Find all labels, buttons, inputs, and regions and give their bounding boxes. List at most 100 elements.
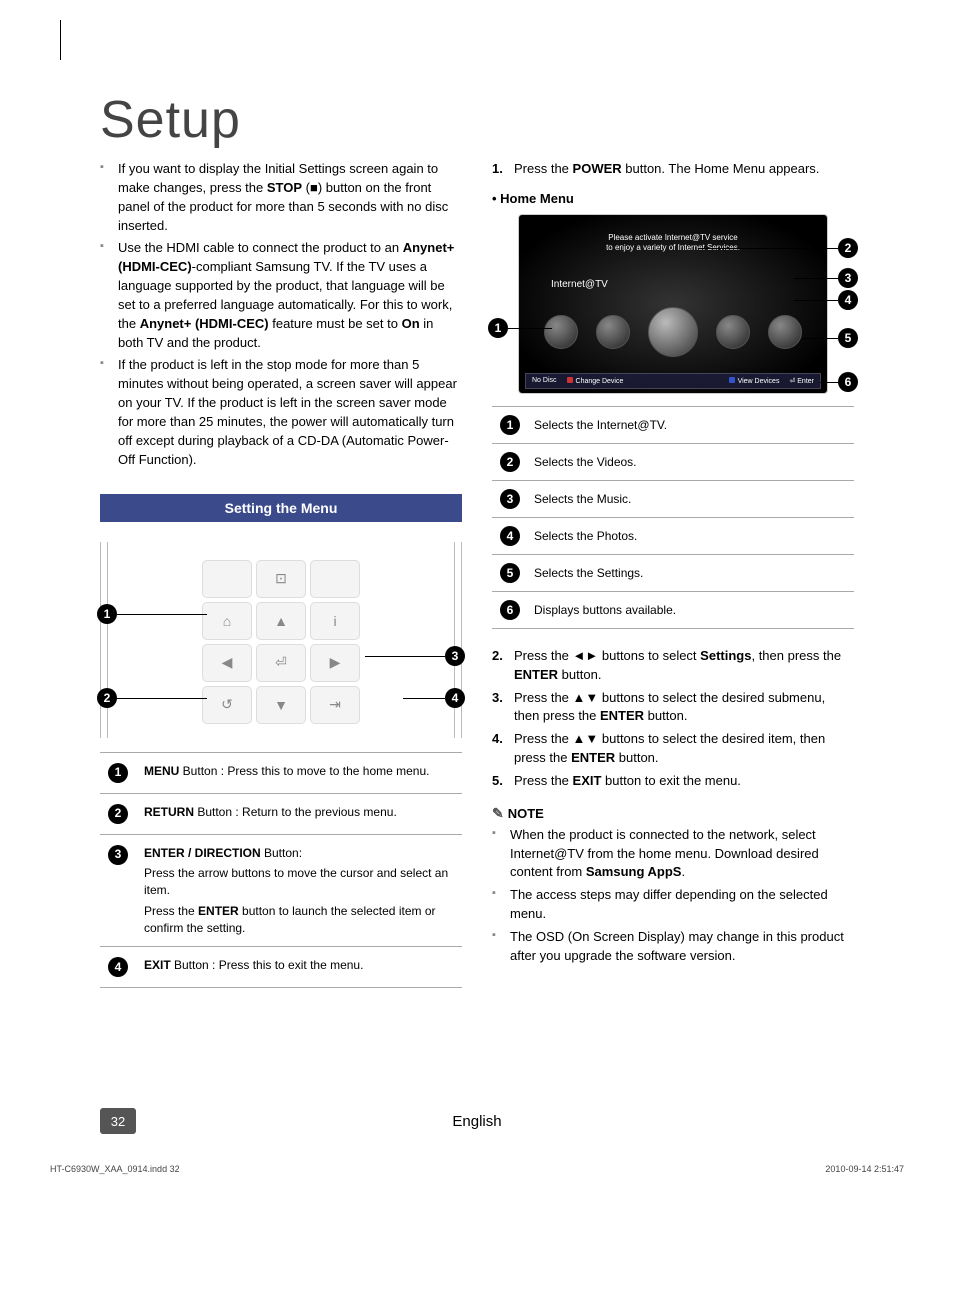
text: buttons to select	[598, 648, 700, 663]
row-desc: ENTER / DIRECTION Button: Press the arro…	[136, 834, 462, 947]
callout-2: 2	[108, 804, 128, 824]
tv-icon-photos	[716, 315, 750, 349]
table-row: 1Selects the Internet@TV.	[492, 406, 854, 443]
enter-dir-label: ENTER / DIRECTION	[144, 846, 261, 860]
table-row: 6Displays buttons available.	[492, 591, 854, 628]
remote-btn-blank	[310, 560, 360, 598]
text: feature must be set to	[269, 316, 402, 331]
tv-internet-label: Internet@TV	[551, 279, 608, 290]
text: The OSD (On Screen Display) may change i…	[510, 929, 844, 963]
ud-arrows: ▲▼	[573, 731, 599, 746]
tv-icon-internet	[544, 315, 578, 349]
row-desc: RETURN Button : Return to the previous m…	[136, 793, 462, 834]
bullet-2: Use the HDMI cable to connect the produc…	[118, 239, 462, 352]
steps-bottom: Press the ◄► buttons to select Settings,…	[492, 647, 854, 791]
callout-line	[802, 338, 838, 339]
callout-line	[820, 382, 838, 383]
callout-4: 4	[108, 957, 128, 977]
remote-button-table: 1 MENU Button : Press this to move to th…	[100, 752, 462, 989]
remote-btn-return: ↺	[202, 686, 252, 724]
text: , then press the	[751, 648, 841, 663]
bullet-3: If the product is left in the stop mode …	[118, 356, 462, 469]
home-menu-label: • Home Menu	[492, 191, 854, 206]
callout-line	[403, 698, 445, 699]
text: button.	[615, 750, 658, 765]
diagram-inner-line	[107, 542, 108, 738]
on-label: On	[402, 316, 420, 331]
callout-line	[698, 248, 838, 249]
remote-btn-info: i	[310, 602, 360, 640]
remote-btn-right: ▶	[310, 644, 360, 682]
exit-label: EXIT	[144, 958, 171, 972]
menu-table: 1Selects the Internet@TV. 2Selects the V…	[492, 406, 854, 629]
return-label: RETURN	[144, 805, 194, 819]
callout-1: 1	[97, 604, 117, 624]
text: Change Device	[576, 378, 624, 385]
step-5: Press the EXIT button to exit the menu.	[492, 772, 854, 791]
intro-bullets: If you want to display the Initial Setti…	[100, 160, 462, 470]
tv-icon-music	[648, 307, 698, 357]
callout-m6: 6	[500, 600, 520, 620]
page-number: 32	[100, 1108, 136, 1134]
enter-label: ENTER	[514, 667, 558, 682]
remote-grid: ⊡ ⌂ ▲ i ◀ ⏎ ▶ ↺ ▼ ⇥	[202, 560, 360, 724]
text: Button : Press this to exit the menu.	[171, 958, 364, 972]
callout-2: 2	[97, 688, 117, 708]
enter-label: ENTER	[571, 750, 615, 765]
remote-btn-left: ◀	[202, 644, 252, 682]
tv-banner-l1: Please activate Internet@TV service	[565, 233, 781, 243]
page-footer: 32 English	[50, 1108, 904, 1134]
diagram-inner-line	[454, 542, 455, 738]
samsung-apps-label: Samsung AppS	[586, 864, 682, 879]
text: Enter	[797, 378, 814, 385]
note-2: The access steps may differ depending on…	[510, 886, 854, 924]
row-num: 2	[492, 443, 528, 480]
callout-line	[365, 656, 445, 657]
tv-footer-nodisc: No Disc	[532, 377, 557, 384]
callout-4: 4	[445, 688, 465, 708]
lr-arrows: ◄►	[573, 648, 599, 663]
indd-footer: HT-C6930W_XAA_0914.indd 32 2010-09-14 2:…	[50, 1164, 904, 1174]
callout-m5: 5	[500, 563, 520, 583]
table-row: 4 EXIT Button : Press this to exit the m…	[100, 947, 462, 988]
tv-footer-change: Change Device	[567, 377, 624, 385]
remote-btn-up: ▲	[256, 602, 306, 640]
text: Button : Press this to move to the home …	[179, 764, 429, 778]
callout-m3: 3	[500, 489, 520, 509]
row-num: 4	[100, 947, 136, 988]
remote-btn-enter: ⏎	[256, 644, 306, 682]
text: Press the	[514, 161, 573, 176]
row-num: 6	[492, 591, 528, 628]
note-heading: ✎NOTE	[492, 805, 854, 822]
steps-top: Press the POWER button. The Home Menu ap…	[492, 160, 854, 179]
tv-icons-row	[519, 315, 827, 357]
callout-m2: 2	[500, 452, 520, 472]
tv-icon-settings	[768, 315, 802, 349]
remote-btn-menu: ⌂	[202, 602, 252, 640]
note-list: When the product is connected to the net…	[492, 826, 854, 966]
crop-mark	[60, 20, 61, 60]
stop-glyph: (■)	[302, 180, 326, 195]
row-num: 5	[492, 554, 528, 591]
row-desc: MENU Button : Press this to move to the …	[136, 752, 462, 793]
text: Use the HDMI cable to connect the produc…	[118, 240, 403, 255]
callout-line	[117, 698, 207, 699]
table-row: 4Selects the Photos.	[492, 517, 854, 554]
text: .	[681, 864, 685, 879]
tv-banner: Please activate Internet@TV service to e…	[565, 233, 781, 254]
tv-footer-bar: No Disc Change Device View Devices ⏎ Ent…	[525, 373, 821, 389]
text: Press the	[514, 773, 573, 788]
right-column: Press the POWER button. The Home Menu ap…	[492, 160, 854, 988]
step-1: Press the POWER button. The Home Menu ap…	[492, 160, 854, 179]
indd-stamp: 2010-09-14 2:51:47	[825, 1164, 904, 1174]
row-num: 3	[100, 834, 136, 947]
note-label: NOTE	[508, 806, 544, 821]
row-num: 3	[492, 480, 528, 517]
enter-label: ENTER	[198, 904, 239, 918]
text: Press the	[514, 690, 573, 705]
content-columns: If you want to display the Initial Setti…	[50, 160, 904, 988]
text: button.	[558, 667, 601, 682]
bullet-1: If you want to display the Initial Setti…	[118, 160, 462, 235]
tv-diagram-wrapper: Please activate Internet@TV service to e…	[492, 214, 854, 394]
text: Press the	[144, 904, 198, 918]
